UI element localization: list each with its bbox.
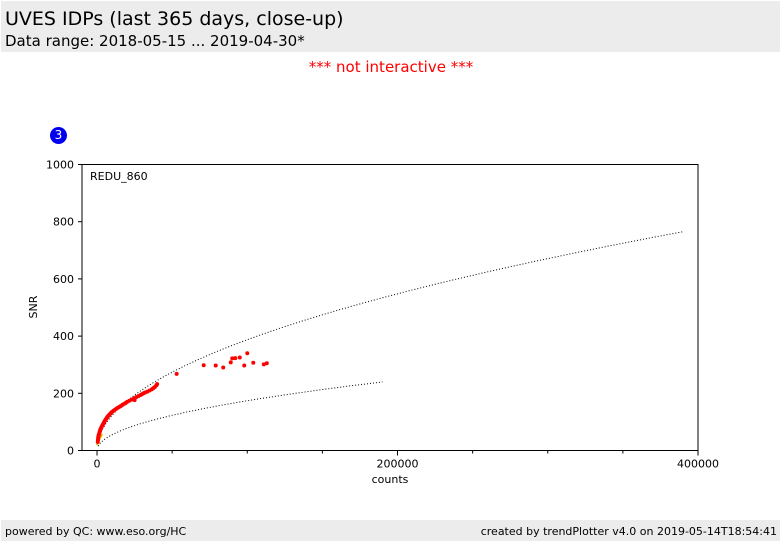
plot-number-badge: 3	[50, 127, 67, 144]
data-point	[213, 363, 218, 368]
y-tick-label: 0	[67, 445, 74, 458]
data-point	[251, 360, 256, 365]
not-interactive-notice: *** not interactive ***	[308, 58, 474, 76]
reference-curve	[97, 231, 684, 441]
x-tick-label: 0	[94, 458, 101, 471]
data-point	[221, 365, 226, 370]
page-title: UVES IDPs (last 365 days, close-up)	[5, 8, 344, 30]
data-point	[233, 356, 238, 361]
data-point	[242, 363, 247, 368]
footer-powered-by: powered by QC: www.eso.org/HC	[5, 525, 187, 538]
footer-created-by: created by trendPlotter v4.0 on 2019-05-…	[480, 525, 777, 538]
y-tick-label: 800	[53, 216, 74, 229]
data-point	[174, 371, 179, 376]
data-range-subtitle: Data range: 2018-05-15 ... 2019-04-30*	[5, 32, 305, 50]
y-tick-label: 600	[53, 273, 74, 286]
x-tick-label: 200000	[377, 458, 419, 471]
data-point	[201, 363, 206, 368]
reference-curves	[97, 231, 684, 447]
y-axis-label: SNR	[27, 295, 40, 318]
panel-label: REDU_860	[90, 170, 148, 183]
data-point	[155, 382, 160, 387]
axes: 0 200 400 600 800 1000 0 200000 400000	[46, 159, 719, 471]
x-tick-label: 400000	[677, 458, 719, 471]
y-tick-label: 200	[53, 387, 74, 400]
data-point	[230, 356, 235, 361]
reference-curve	[97, 381, 383, 447]
plot-area-frame	[81, 164, 699, 451]
y-tick-label: 400	[53, 330, 74, 343]
data-point	[228, 360, 233, 365]
small-data-point	[100, 433, 103, 437]
header-bar: UVES IDPs (last 365 days, close-up) Data…	[1, 1, 780, 52]
data-points	[95, 351, 269, 446]
data-point	[264, 361, 269, 366]
data-point	[237, 355, 242, 360]
footer-bar: powered by QC: www.eso.org/HC created by…	[1, 520, 780, 541]
x-axis-label: counts	[372, 473, 409, 486]
data-point	[245, 351, 250, 356]
data-point	[261, 362, 266, 367]
y-tick-label: 1000	[46, 159, 74, 172]
